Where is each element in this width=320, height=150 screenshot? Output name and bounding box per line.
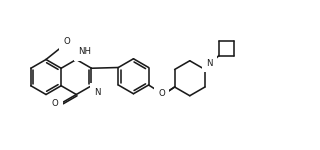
Text: O: O — [63, 36, 70, 45]
Text: N: N — [206, 58, 212, 68]
Text: N: N — [94, 88, 101, 97]
Text: O: O — [52, 99, 59, 108]
Text: NH: NH — [78, 48, 91, 57]
Text: O: O — [158, 88, 165, 98]
